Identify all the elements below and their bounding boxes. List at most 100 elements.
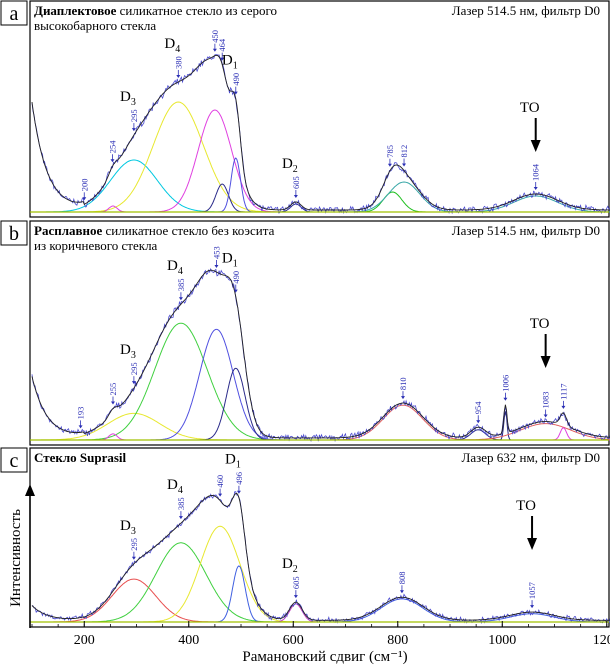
peak-annotation: 453: [211, 246, 221, 269]
peak-annotation: 450: [210, 30, 220, 52]
peak-name-subscript: 3: [131, 350, 136, 361]
peak-name-main: D: [120, 518, 131, 534]
x-tick-label: 800: [387, 633, 408, 648]
peak-annotation-head: [387, 163, 392, 167]
panel-title-rest: силикатное стекло без коэсита: [102, 223, 274, 238]
peak-annotation-head: [293, 194, 298, 198]
peak-name-label: TO: [516, 498, 538, 550]
laser-info: Лазер 514.5 нм, фильтр D0: [452, 3, 600, 18]
component-curve: [32, 322, 610, 441]
peak-annotation-label: 464: [217, 38, 227, 52]
component-curve: [32, 205, 610, 213]
peak-name-subscript: 4: [178, 485, 183, 496]
peak-name-text: D4: [167, 258, 183, 277]
to-arrow-head: [540, 356, 551, 368]
peak-annotation-head: [400, 396, 405, 400]
peak-name-main: D: [167, 258, 178, 274]
peak-annotation: 1057: [527, 582, 537, 609]
peak-annotation: 254: [107, 140, 117, 163]
panel-c: c Стекло Suprasil Лазер 632 нм, фильтр D0 2…: [0, 447, 610, 628]
peak-name-label: D4: [167, 258, 183, 277]
peak-annotation: 605: [291, 176, 301, 198]
panel-letter-box: [0, 0, 28, 26]
component-curve: [32, 404, 610, 441]
panel-title-bold: Расплавное: [34, 223, 103, 238]
peak-annotation-label: 460: [215, 475, 225, 488]
peak-annotation: 295: [129, 538, 139, 560]
peak-name-label: D1: [225, 452, 241, 471]
peak-annotation-head: [110, 159, 115, 163]
peak-name-text: D2: [282, 156, 298, 175]
component-curve: [32, 429, 610, 441]
peak-name-main: D: [225, 452, 236, 468]
to-arrow-head: [527, 538, 538, 550]
peak-annotation: 385: [176, 497, 186, 520]
peak-annotation-head: [78, 425, 83, 429]
peak-name-main: D: [222, 53, 233, 69]
peak-annotation-label: 954: [473, 401, 483, 415]
peak-annotation-label: 808: [397, 572, 407, 585]
peak-annotation-head: [214, 265, 219, 269]
peak-annotation-label: 490: [231, 73, 241, 86]
peak-annotation-label: 605: [291, 176, 301, 189]
peak-annotation-label: 605: [291, 576, 301, 589]
peak-annotation-head: [131, 556, 136, 560]
peak-annotation-label: 385: [176, 497, 186, 510]
peak-annotation-head: [533, 187, 538, 190]
peak-annotation-head: [233, 289, 238, 293]
peak-name-main: D: [167, 477, 178, 493]
peak-name-label: D2: [282, 156, 298, 175]
peak-annotation-head: [236, 490, 241, 494]
peak-name-text: TO: [516, 498, 536, 514]
peak-annotation-head: [503, 397, 508, 401]
peak-name-text: D3: [120, 342, 136, 361]
peak-name-subscript: 1: [233, 259, 238, 270]
peak-annotation-label: 380: [173, 56, 183, 69]
x-tick-label: 400: [178, 633, 199, 648]
peak-annotation: 1006: [500, 375, 510, 401]
peak-annotation: 785: [385, 145, 395, 167]
peak-name-text: D4: [167, 477, 183, 496]
peak-annotation: 200: [79, 179, 89, 201]
panel-title: Расплавное силикатное стекло без коэсита: [34, 223, 275, 238]
peak-name-main: TO: [530, 316, 550, 332]
peak-annotation-label: 193: [76, 407, 86, 420]
peak-annotation-label: 450: [210, 30, 220, 43]
panel-a: a Диаплектовое силикатное стекло из серог…: [0, 0, 610, 218]
peak-annotation: 1083: [541, 392, 551, 418]
peak-annotation-label: 1117: [558, 384, 568, 400]
peak-annotation-head: [212, 48, 217, 52]
peak-annotation: 295: [129, 109, 139, 132]
peak-name-main: D: [282, 556, 293, 572]
panel-letter: a: [10, 3, 19, 25]
peak-annotation: 605: [291, 576, 301, 599]
peak-name-label: D1: [222, 53, 238, 72]
peak-name-subscript: 1: [236, 460, 241, 471]
peak-annotation-label: 295: [129, 362, 139, 375]
x-axis-title: Рамановский сдвиг (см⁻¹): [242, 649, 407, 665]
peak-annotation: 385: [176, 278, 186, 301]
peak-name-text: D1: [222, 53, 238, 72]
component-curve: [32, 525, 610, 623]
peak-annotation: 490: [231, 271, 241, 293]
x-tick-label: 200: [74, 633, 95, 648]
peak-name-text: D1: [222, 251, 238, 270]
peak-annotation-label: 295: [129, 109, 139, 122]
peak-name-main: D: [222, 251, 233, 267]
x-axis: 200 400 600 800 1000 1200: [31, 621, 610, 648]
peak-annotation-label: 295: [129, 538, 139, 551]
peak-annotation-label: 1064: [531, 163, 541, 181]
peak-annotation-head: [110, 401, 115, 405]
peak-annotation: 193: [76, 407, 86, 429]
component-curve: [32, 565, 610, 623]
component-curve: [32, 159, 610, 213]
panel-title-bold: Стекло Suprasil: [34, 450, 127, 465]
peak-name-text: D2: [282, 556, 298, 575]
panel-frame: [29, 447, 610, 628]
peak-name-label: TO: [530, 316, 551, 368]
peak-name-main: D: [120, 89, 131, 105]
panel-letter: c: [10, 450, 19, 472]
peak-name-main: TO: [516, 498, 536, 514]
